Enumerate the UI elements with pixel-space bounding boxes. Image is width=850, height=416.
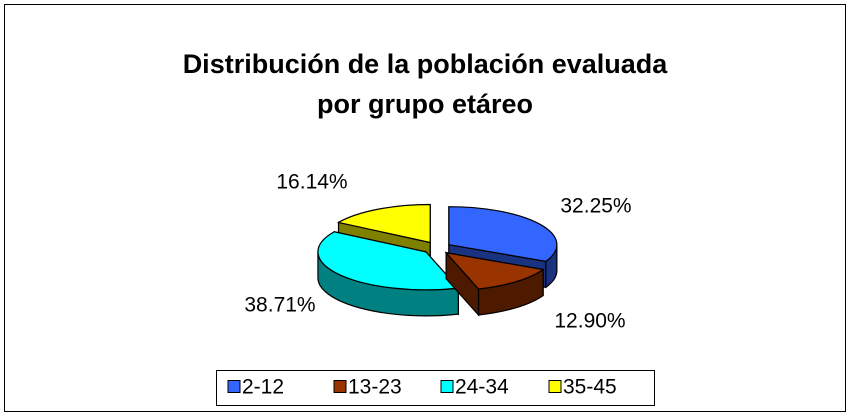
data-label: 32.25% — [560, 195, 631, 218]
legend-swatch — [440, 380, 454, 393]
data-label: 12.90% — [554, 310, 625, 333]
pie-slice — [444, 251, 545, 317]
legend-box — [216, 370, 655, 406]
chart-title: por grupo etáreo — [317, 89, 533, 119]
legend-label: 35-45 — [563, 376, 617, 399]
data-label: 38.71% — [244, 294, 315, 317]
data-label: 16.14% — [276, 171, 347, 194]
legend-swatch — [333, 380, 347, 393]
slice-top — [317, 231, 460, 291]
legend-swatch — [548, 380, 562, 393]
slice-top — [444, 251, 545, 290]
legend-label: 24-34 — [455, 376, 509, 399]
chart-title: Distribución de la población evaluada — [183, 49, 669, 79]
legend-swatch — [227, 380, 241, 393]
pie-slice — [317, 231, 460, 317]
slice-top — [336, 203, 431, 244]
pie-slice — [448, 206, 558, 289]
legend-label: 2-12 — [242, 376, 284, 399]
slice-top — [448, 206, 558, 263]
legend-label: 13-23 — [348, 376, 402, 399]
